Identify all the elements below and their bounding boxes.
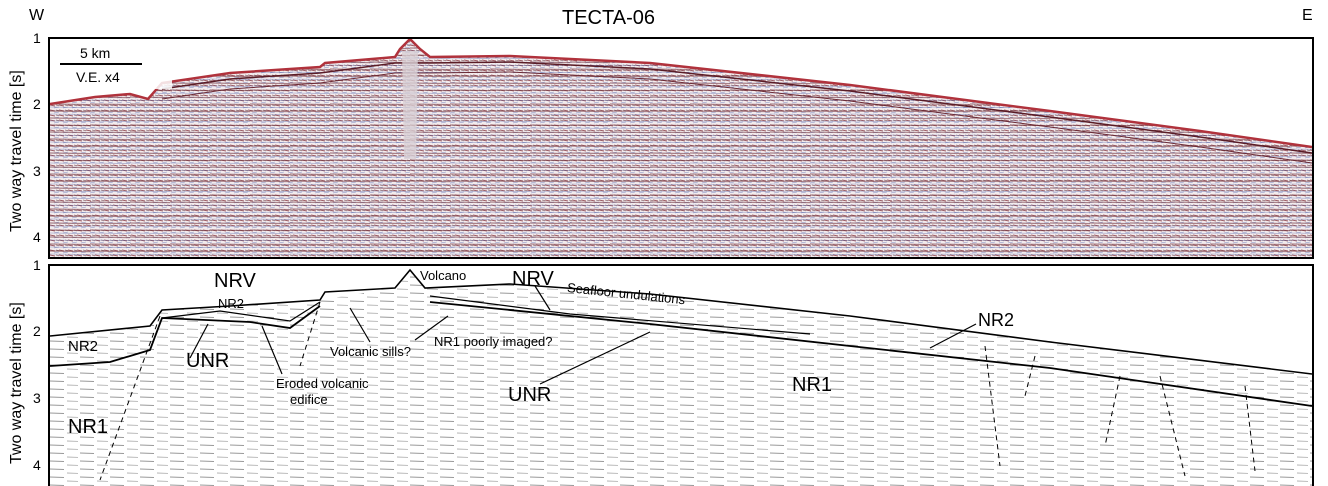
- nrv-left-label: NRV: [214, 270, 256, 292]
- bottom-tick-1: 1: [33, 257, 41, 273]
- east-label: E: [1302, 7, 1313, 24]
- figure-title: TECTA-06: [562, 7, 655, 29]
- nr2-far-left-label: NR2: [68, 338, 99, 355]
- volcanic-sills-label: Volcanic sills?: [330, 344, 411, 359]
- nr2-right-label: NR2: [978, 310, 1015, 330]
- bottom-tick-2: 2: [33, 323, 41, 339]
- edifice-label: edifice: [290, 392, 328, 407]
- top-tick-1: 1: [33, 30, 41, 46]
- nrv-right-label: NRV: [512, 268, 554, 290]
- nr1-poorly-imaged-label: NR1 poorly imaged?: [434, 334, 553, 349]
- scale-bar-label: 5 km: [80, 45, 111, 61]
- top-y-axis-label: Two way travel time [s]: [8, 70, 25, 232]
- top-tick-3: 3: [33, 163, 41, 179]
- vertical-exaggeration-label: V.E. x4: [76, 69, 120, 85]
- interpretation-panel: NRV NR2 Volcano NRV Seafloor undulations…: [48, 264, 1314, 486]
- bottom-tick-4: 4: [33, 457, 41, 473]
- nr1-mid-label: NR1: [792, 374, 833, 396]
- nr1-left-label: NR1: [68, 416, 109, 438]
- seismic-image: [50, 39, 1312, 257]
- eroded-volcanic-label: Eroded volcanic: [276, 376, 369, 391]
- interpretation-drawing: [50, 268, 1312, 486]
- west-label: W: [29, 7, 45, 24]
- bottom-tick-3: 3: [33, 390, 41, 406]
- top-tick-4: 4: [33, 229, 41, 245]
- bottom-y-axis-label: Two way travel time [s]: [8, 302, 25, 464]
- nr2-left-upper-label: NR2: [218, 296, 245, 311]
- top-tick-2: 2: [33, 96, 41, 112]
- volcano-label: Volcano: [420, 268, 467, 283]
- unr-mid-label: UNR: [508, 384, 552, 406]
- seismic-panel: 5 km V.E. x4: [48, 37, 1314, 259]
- unr-left-label: UNR: [186, 350, 230, 372]
